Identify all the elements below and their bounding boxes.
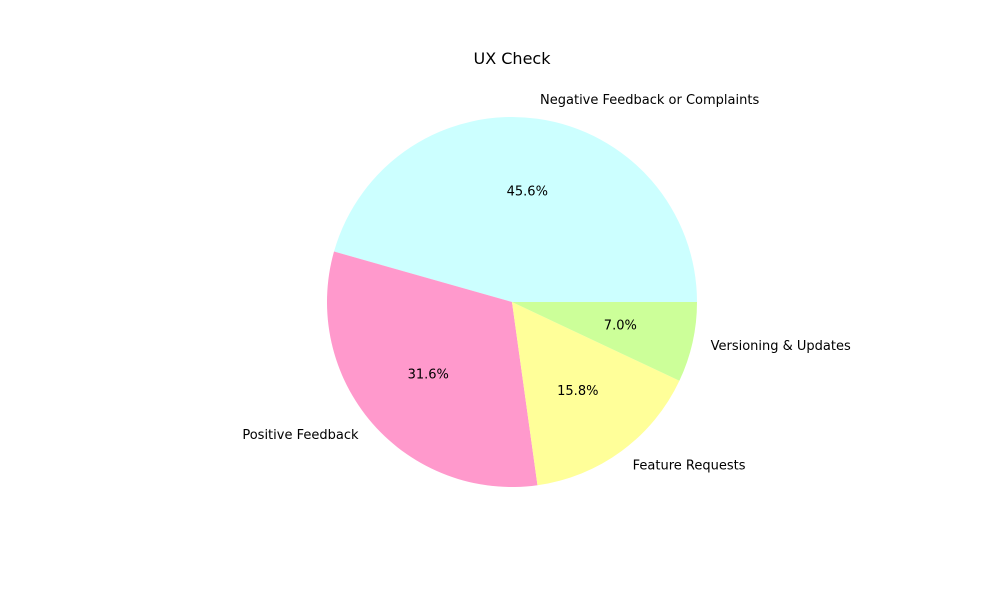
slice-label-feature-requests: Feature Requests (633, 458, 746, 473)
pie-slice-versioning-updates (512, 302, 697, 381)
slice-percent-feature-requests: 15.8% (557, 384, 598, 399)
chart-title: UX Check (474, 49, 552, 68)
slice-label-versioning-updates: Versioning & Updates (711, 339, 851, 354)
slice-label-positive-feedback: Positive Feedback (242, 428, 359, 443)
slice-percent-positive-feedback: 31.6% (408, 367, 449, 382)
pie-labels: Negative Feedback or Complaints 45.6% Posi… (242, 93, 851, 473)
slice-label-negative-feedback-or-complaints: Negative Feedback or Complaints (540, 93, 759, 108)
pie-slices (327, 116, 697, 487)
pie-slice-negative-feedback-or-complaints (334, 116, 697, 302)
slice-percent-negative-feedback-or-complaints: 45.6% (507, 185, 548, 200)
pie-slice-feature-requests (512, 302, 680, 486)
pie-slice-positive-feedback (327, 251, 538, 487)
slice-percent-versioning-updates: 7.0% (604, 319, 637, 334)
